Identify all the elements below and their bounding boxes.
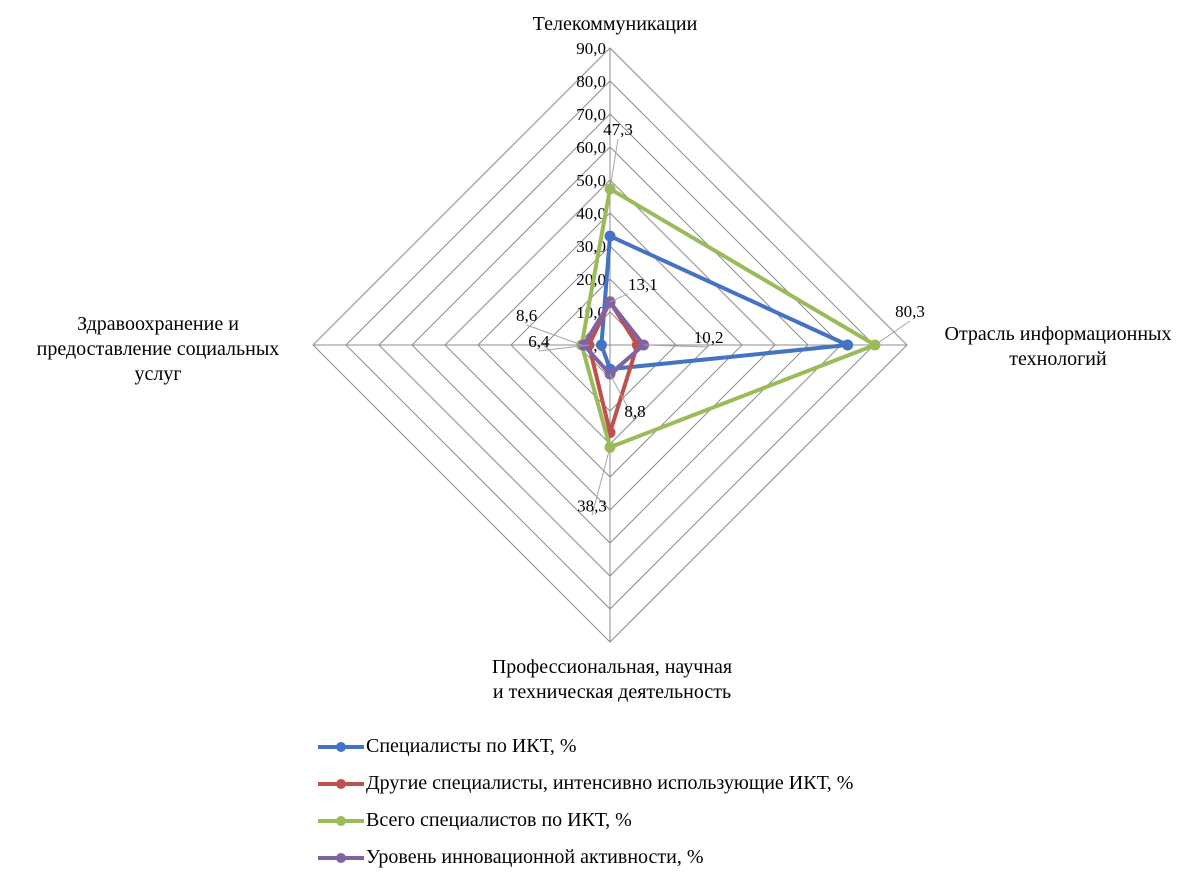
legend-swatch	[318, 815, 364, 826]
data-label-leader	[591, 447, 611, 516]
category-label: Здравоохранение и	[77, 313, 239, 335]
data-label: 6,4	[528, 332, 550, 351]
data-point	[604, 230, 616, 242]
legend-label: Всего специалистов по ИКТ, %	[366, 809, 632, 831]
data-point	[578, 339, 590, 351]
legend-item: Специалисты по ИКТ, %	[318, 728, 853, 765]
data-label-leader	[609, 138, 619, 189]
data-label-leader	[526, 324, 582, 346]
legend-label: Уровень инновационной активности, %	[366, 846, 704, 868]
data-label-leader	[609, 373, 636, 422]
category-label: технологий	[1009, 348, 1107, 370]
data-label: 8,6	[516, 306, 537, 325]
radar-category-labels: Телекоммуникации Отрасль информационных те…	[37, 13, 1172, 703]
category-label: Отрасль информационных	[945, 323, 1172, 345]
category-label: Профессиональная, научная	[492, 656, 732, 678]
legend-swatch	[318, 778, 364, 789]
tick-label: 80,0	[576, 72, 606, 91]
category-label: услуг	[134, 363, 181, 385]
data-label-leader	[874, 320, 911, 346]
legend-swatch	[318, 741, 364, 752]
radar-series	[576, 183, 881, 453]
data-label: 80,3	[895, 302, 925, 321]
data-label: 10,2	[694, 328, 724, 347]
legend-swatch	[318, 852, 364, 863]
data-point	[595, 339, 607, 351]
legend-item: Другие специалисты, интенсивно использую…	[318, 765, 853, 802]
chart-legend: Специалисты по ИКТ, % Другие специалисты,…	[318, 728, 853, 876]
data-label: 8,8	[624, 402, 645, 421]
legend-item: Уровень инновационной активности, %	[318, 839, 853, 876]
radar-data-labels: 13,1 6,4 47,3 80,3 38,3 8,6 10,2 8,8	[516, 120, 925, 516]
data-point	[604, 296, 616, 308]
data-label-leader	[538, 344, 589, 352]
legend-item: Всего специалистов по ИКТ, %	[318, 802, 853, 839]
tick-label: 70,0	[576, 105, 606, 124]
radar-tick-labels: 0,010,020,030,040,050,060,070,080,090,0	[576, 39, 606, 355]
data-label-leader	[643, 344, 709, 348]
category-label: и техническая деятельность	[493, 681, 731, 703]
data-label: 38,3	[577, 496, 607, 515]
category-label: предоставление социальных	[37, 338, 280, 360]
data-label: 47,3	[603, 120, 633, 139]
tick-label: 60,0	[576, 138, 606, 157]
data-point	[842, 339, 854, 351]
tick-label: 50,0	[576, 171, 606, 190]
tick-label: 20,0	[576, 270, 606, 289]
legend-label: Специалисты по ИКТ, %	[366, 735, 577, 757]
data-label-leader	[609, 293, 629, 303]
radar-chart: 0,010,020,030,040,050,060,070,080,090,0 …	[37, 13, 1172, 703]
legend-label: Другие специалисты, интенсивно использую…	[366, 772, 854, 794]
tick-label: 40,0	[576, 204, 606, 223]
data-label: 13,1	[628, 275, 658, 294]
tick-label: 90,0	[576, 39, 606, 58]
category-label: Телекоммуникации	[533, 13, 698, 35]
